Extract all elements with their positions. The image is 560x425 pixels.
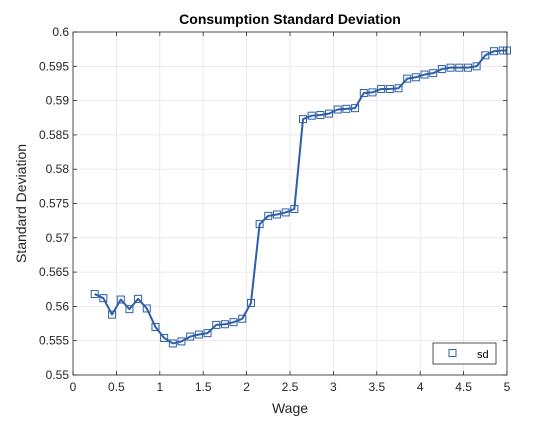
data-point: [455, 63, 464, 72]
data-point: [246, 298, 255, 307]
x-tick-label: 3: [330, 380, 337, 394]
data-point: [446, 63, 455, 72]
data-point: [437, 65, 446, 74]
x-axis-label: Wage: [272, 400, 308, 416]
data-point: [351, 104, 360, 113]
data-point: [160, 333, 169, 342]
x-tick-label: 0.5: [108, 380, 125, 394]
data-point: [255, 220, 264, 229]
y-axis-label: Standard Deviation: [13, 144, 29, 263]
x-tick-label: 1.5: [195, 380, 212, 394]
data-point: [134, 294, 143, 303]
legend: sd: [432, 342, 497, 365]
x-tick-label: 1: [156, 380, 163, 394]
data-point: [238, 314, 247, 323]
y-tick-label: 0.56: [46, 299, 70, 313]
series-layer: [90, 46, 511, 348]
data-point: [212, 320, 221, 329]
y-tick-label: 0.57: [46, 231, 70, 245]
data-point: [316, 111, 325, 120]
y-tick-label: 0.565: [39, 265, 69, 279]
data-point: [186, 332, 195, 341]
data-point: [116, 295, 125, 304]
data-point: [429, 69, 438, 78]
data-point: [142, 304, 151, 313]
data-point: [108, 310, 117, 319]
y-tick-label: 0.555: [39, 334, 69, 348]
series-line-sd: [94, 49, 507, 345]
x-tick-label: 2.5: [282, 380, 299, 394]
y-tick-label: 0.595: [39, 59, 69, 73]
data-point: [481, 51, 490, 60]
data-point: [99, 294, 108, 303]
data-point: [168, 339, 177, 348]
data-point: [403, 74, 412, 83]
data-point: [264, 211, 273, 220]
x-tick-label: 4.5: [455, 380, 472, 394]
chart-title: Consumption Standard Deviation: [179, 11, 401, 27]
data-point: [411, 73, 420, 82]
data-point: [177, 337, 186, 346]
y-tick-label: 0.58: [46, 162, 70, 176]
legend-box: [432, 342, 497, 365]
data-point: [420, 70, 429, 79]
data-point: [377, 84, 386, 93]
data-point: [203, 329, 212, 338]
y-tick-label: 0.59: [46, 94, 70, 108]
y-tick-label: 0.6: [52, 25, 69, 39]
data-point: [229, 318, 238, 327]
legend-label: sd: [477, 349, 489, 361]
data-point: [90, 290, 99, 299]
data-point: [125, 305, 134, 314]
data-point: [359, 89, 368, 98]
data-point: [342, 104, 351, 113]
data-point: [272, 210, 281, 219]
data-point: [151, 322, 160, 331]
data-point: [489, 47, 498, 56]
data-point: [220, 320, 229, 329]
axes: 0 0.5 1 1.5 2 2.5 3 3.5 4 4.5 5 0.55 0.555 0.56 0.565 0…: [39, 25, 511, 394]
data-point: [333, 105, 342, 114]
y-tick-label: 0.585: [39, 128, 69, 142]
x-tick-label: 5: [504, 380, 511, 394]
data-point: [325, 109, 334, 118]
y-tick-label: 0.55: [46, 368, 70, 382]
data-point: [281, 208, 290, 217]
data-point: [194, 330, 203, 339]
x-tick-label: 4: [417, 380, 424, 394]
x-tick-label: 2: [243, 380, 250, 394]
data-point: [472, 62, 481, 71]
x-tick-label: 0: [70, 380, 77, 394]
data-point: [498, 46, 507, 55]
y-tick-label: 0.575: [39, 197, 69, 211]
data-point: [290, 204, 299, 213]
data-point: [463, 63, 472, 72]
legend-marker-icon: [448, 349, 457, 357]
data-point: [307, 111, 316, 120]
data-point: [299, 115, 308, 124]
data-point: [394, 84, 403, 93]
data-point: [368, 88, 377, 97]
data-point: [385, 84, 394, 93]
x-tick-label: 3.5: [368, 380, 385, 394]
